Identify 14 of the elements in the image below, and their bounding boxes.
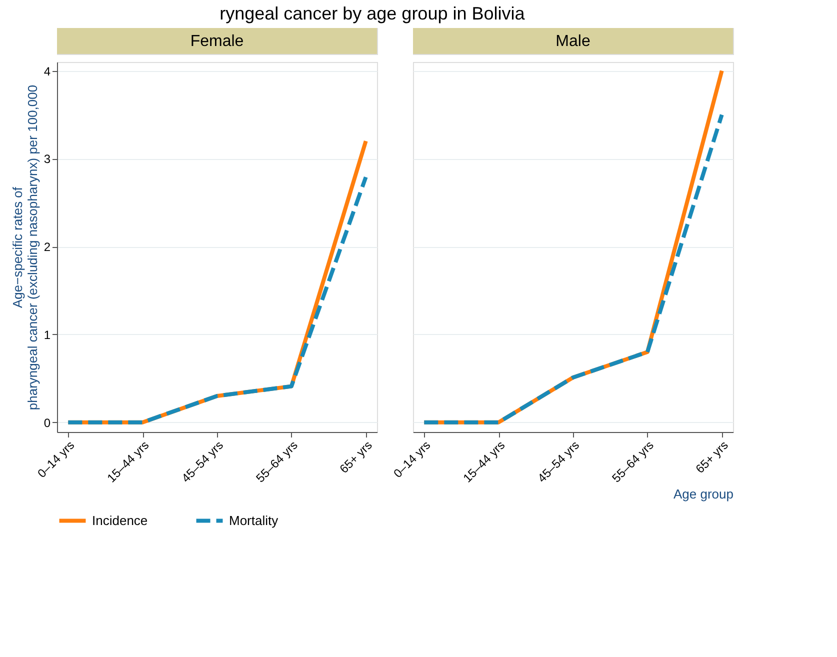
- x-tick-label: 65+ yrs: [692, 438, 731, 476]
- y-tick-label: 0: [44, 416, 51, 430]
- y-axis-title: Age−specific rates of pharyngeal cancer (excluding nasopharynx) per 100,000: [10, 84, 40, 410]
- text: ryngeal cancer by age group in Bolivia: [220, 4, 526, 24]
- chart-title: Male: [556, 33, 590, 50]
- chart-title: Female: [190, 33, 244, 50]
- legend-label: Incidence: [92, 512, 148, 528]
- x-axis-title: Age group: [674, 486, 734, 502]
- y-tick-label: 4: [44, 64, 51, 78]
- y-tick-label: 3: [44, 152, 51, 166]
- legend-label: Mortality: [229, 512, 279, 528]
- y-tick-label: 2: [44, 240, 51, 254]
- y-tick-label: 1: [44, 328, 51, 342]
- x-tick-label: 65+ yrs: [336, 438, 375, 476]
